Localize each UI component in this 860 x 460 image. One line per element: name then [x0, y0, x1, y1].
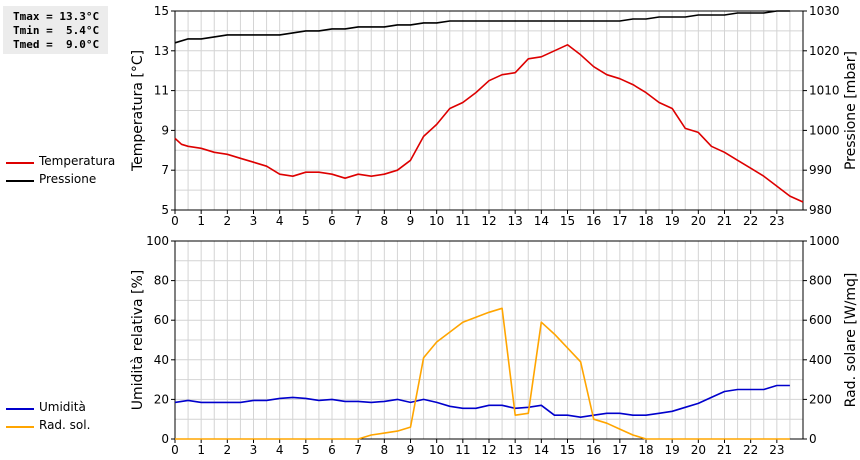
x-tick-label: 15: [560, 443, 575, 457]
x-tick-label: 5: [302, 214, 310, 228]
tmed-text: Tmed = 9.0°C: [13, 38, 100, 51]
x-tick-label: 13: [508, 214, 523, 228]
legend-label-radsol: Rad. sol.: [39, 418, 91, 432]
x-tick-label: 10: [429, 443, 444, 457]
x-tick-label: 0: [171, 443, 179, 457]
legend-swatch-temperatura: [6, 162, 34, 164]
legend-label-pressione: Pressione: [39, 172, 97, 186]
x-tick-label: 16: [586, 214, 601, 228]
series-line-umidit: [174, 384, 790, 419]
x-tick-label: 18: [638, 443, 653, 457]
y-tick-label-right: 200: [809, 392, 832, 406]
legend-swatch-pressione: [6, 180, 34, 182]
legend-swatch-umidita: [6, 408, 34, 410]
x-tick-label: 6: [328, 443, 336, 457]
x-tick-label: 19: [665, 443, 680, 457]
x-tick-label: 3: [250, 443, 258, 457]
y-tick-label-left: 13: [154, 44, 169, 58]
x-tick-label: 16: [586, 443, 601, 457]
x-tick-label: 2: [224, 214, 232, 228]
chart-panel-2: 0 1 2 3 4 5 6 7 8 9 10 11 12 13 14 15 16 17 18 19 20 21 22 2302…: [130, 234, 859, 457]
y-tick-label-left: 100: [146, 234, 169, 248]
y-tick-label-left: 15: [154, 4, 169, 18]
x-tick-label: 12: [481, 443, 496, 457]
y-tick-label-left: 80: [154, 274, 169, 288]
x-tick-label: 8: [381, 214, 389, 228]
x-tick-label: 12: [481, 214, 496, 228]
x-tick-label: 22: [743, 214, 758, 228]
legend-label-temperatura: Temperatura: [39, 154, 116, 168]
series-line-temperatura: [174, 43, 804, 203]
x-tick-label: 20: [691, 443, 706, 457]
x-tick-label: 23: [769, 214, 784, 228]
series-line-pressione: [174, 10, 790, 44]
x-tick-label: 17: [612, 214, 627, 228]
legend-label-umidita: Umidità: [39, 400, 86, 414]
y-axis-title-right: Pressione [mbar]: [843, 51, 859, 170]
x-tick-label: 11: [455, 443, 470, 457]
tmin-text: Tmin = 5.4°C: [13, 24, 100, 37]
y-tick-label-right: 0: [809, 432, 817, 446]
y-tick-label-right: 990: [809, 163, 832, 177]
y-tick-label-left: 7: [161, 163, 169, 177]
chart-panel-1: 0 1 2 3 4 5 6 7 8 9 10 11 12 13 14 15 16 17 18 19 20 21 22 2357…: [130, 4, 859, 228]
y-tick-label-right: 980: [809, 203, 832, 217]
x-tick-label: 4: [276, 443, 284, 457]
x-tick-label: 19: [665, 214, 680, 228]
x-tick-label: 21: [717, 443, 732, 457]
y-tick-label-right: 1000: [809, 234, 840, 248]
x-tick-label: 3: [250, 214, 258, 228]
x-tick-label: 4: [276, 214, 284, 228]
x-tick-label: 9: [407, 214, 415, 228]
y-tick-label-left: 5: [161, 203, 169, 217]
y-tick-label-right: 1010: [809, 84, 840, 98]
stats-box: Tmax = 13.3°C Tmin = 5.4°C Tmed = 9.0°C: [3, 6, 108, 54]
y-tick-label-left: 0: [161, 432, 169, 446]
x-tick-label: 6: [328, 214, 336, 228]
y-axis-title-left: Temperatura [°C]: [130, 50, 146, 172]
y-tick-label-right: 1020: [809, 44, 840, 58]
x-tick-label: 9: [407, 443, 415, 457]
x-tick-label: 1: [197, 214, 205, 228]
legend-swatch-radsol: [6, 426, 34, 428]
y-tick-label-right: 400: [809, 353, 832, 367]
x-tick-label: 14: [534, 214, 549, 228]
x-tick-label: 21: [717, 214, 732, 228]
x-tick-label: 13: [508, 443, 523, 457]
x-tick-label: 22: [743, 443, 758, 457]
tmax-text: Tmax = 13.3°C: [13, 10, 100, 23]
x-tick-label: 0: [171, 214, 179, 228]
x-tick-label: 10: [429, 214, 444, 228]
x-tick-label: 7: [354, 214, 362, 228]
x-tick-label: 23: [769, 443, 784, 457]
y-tick-label-right: 1030: [809, 4, 840, 18]
x-tick-label: 2: [224, 443, 232, 457]
x-tick-label: 8: [381, 443, 389, 457]
y-tick-label-left: 60: [154, 313, 169, 327]
x-tick-label: 5: [302, 443, 310, 457]
y-tick-label-left: 40: [154, 353, 169, 367]
x-tick-label: 14: [534, 443, 549, 457]
x-tick-label: 1: [197, 443, 205, 457]
y-axis-title-left: Umidità relativa [%]: [130, 270, 146, 411]
x-tick-label: 11: [455, 214, 470, 228]
y-axis-title-right: Rad. solare [W/mq]: [843, 273, 859, 408]
x-tick-label: 7: [354, 443, 362, 457]
y-tick-label-left: 20: [154, 392, 169, 406]
y-tick-label-left: 9: [161, 123, 169, 137]
x-tick-label: 15: [560, 214, 575, 228]
x-tick-label: 17: [612, 443, 627, 457]
y-tick-label-right: 1000: [809, 123, 840, 137]
y-tick-label-right: 600: [809, 313, 832, 327]
x-tick-label: 20: [691, 214, 706, 228]
x-tick-label: 18: [638, 214, 653, 228]
y-tick-label-left: 11: [154, 84, 169, 98]
series-line-rad-sol: [175, 307, 790, 440]
y-tick-label-right: 800: [809, 274, 832, 288]
